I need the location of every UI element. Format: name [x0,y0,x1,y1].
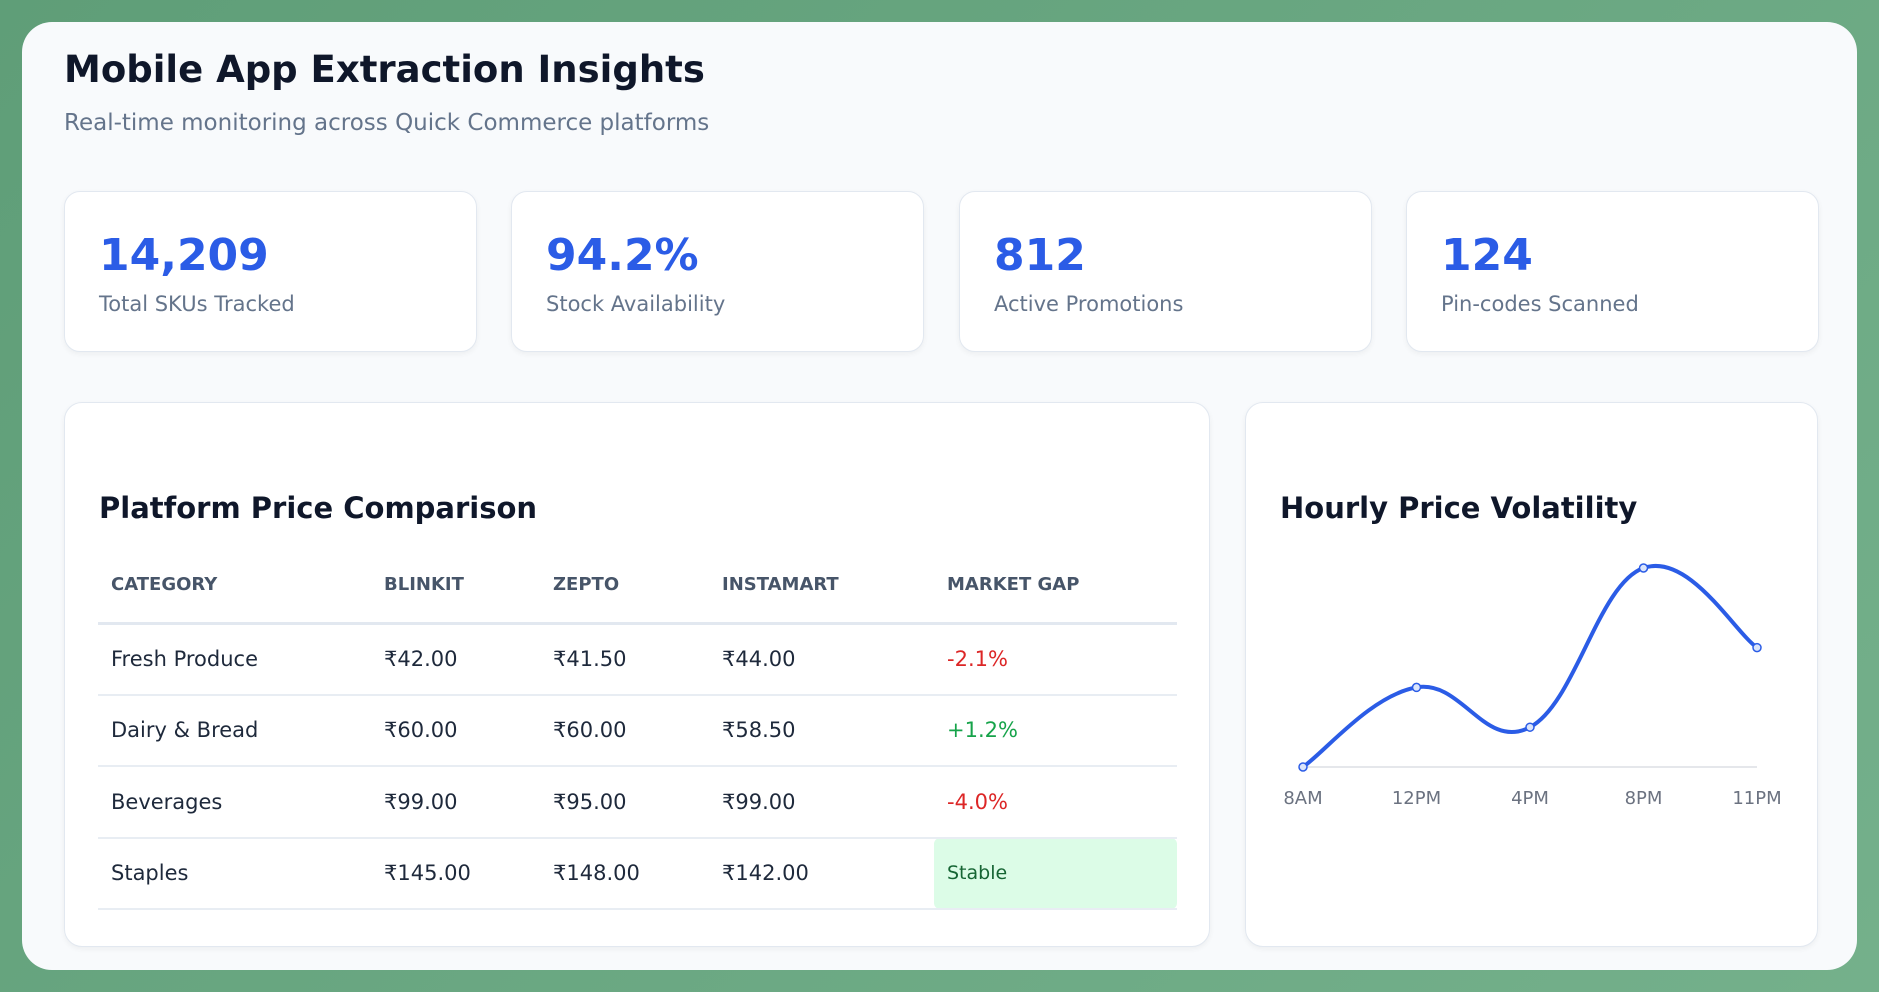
table-cell: ₹60.00 [540,694,709,767]
table-row: Dairy & Bread ₹60.00 ₹60.00 ₹58.50 +1.2% [98,694,1177,767]
data-point [1638,563,1649,573]
price-comparison-panel: Platform Price Comparison CATEGORY BLINK… [64,402,1210,947]
x-tick-label: 4PM [1511,788,1549,809]
line-chart: 8AM 12PM 4PM 8PM 11PM [1283,563,1782,809]
chart-title: Hourly Price Volatility [1280,491,1638,525]
page-title: Mobile App Extraction Insights [64,48,705,91]
table-row: Beverages ₹99.00 ₹95.00 ₹99.00 -4.0% [98,766,1177,839]
table-cell: ₹95.00 [540,766,709,839]
market-gap-cell: +1.2% [934,694,1177,767]
table-row: Fresh Produce ₹42.00 ₹41.50 ₹44.00 -2.1% [98,623,1177,696]
column-header: INSTAMART [709,548,934,625]
market-gap-cell: -2.1% [934,623,1177,696]
table-cell: Fresh Produce [98,623,371,696]
stat-value: 812 [994,230,1086,281]
price-table: CATEGORY BLINKIT ZEPTO INSTAMART MARKET … [98,548,1177,910]
stat-label: Active Promotions [994,292,1184,316]
x-tick-label: 8AM [1283,788,1322,809]
stat-card-pincodes: 124 Pin-codes Scanned [1406,191,1819,352]
stat-value: 14,209 [99,230,269,281]
table-cell: ₹99.00 [709,766,934,839]
data-point [1752,642,1762,653]
volatility-chart-panel: Hourly Price Volatility 8AM 12PM 4PM 8PM 11P… [1245,402,1818,947]
stat-card-promotions: 812 Active Promotions [959,191,1372,352]
data-point [1525,722,1535,732]
table-cell: Staples [98,837,371,910]
column-header: CATEGORY [98,548,371,625]
x-tick-label: 11PM [1732,788,1781,809]
stat-label: Stock Availability [546,292,726,316]
table-row: Staples ₹145.00 ₹148.00 ₹142.00 Stable [98,837,1177,910]
stat-label: Pin-codes Scanned [1441,292,1639,316]
stat-label: Total SKUs Tracked [99,292,295,316]
page-subtitle: Real-time monitoring across Quick Commer… [64,110,710,136]
column-header: BLINKIT [371,548,540,625]
table-cell: ₹99.00 [371,766,540,839]
table-cell: ₹142.00 [709,837,934,910]
data-point [1411,682,1422,693]
data-point [1298,762,1308,772]
table-cell: Beverages [98,766,371,839]
stat-card-skus: 14,209 Total SKUs Tracked [64,191,477,352]
table-cell: ₹148.00 [540,837,709,910]
table-cell: ₹44.00 [709,623,934,696]
x-tick-label: 12PM [1392,788,1441,809]
dashboard-card: Mobile App Extraction Insights Real-time… [22,22,1857,970]
panel-title: Platform Price Comparison [99,491,538,525]
column-header: ZEPTO [540,548,709,625]
table-cell: ₹42.00 [371,623,540,696]
column-header: MARKET GAP [934,548,1177,625]
table-cell: Dairy & Bread [98,694,371,767]
table-cell: ₹145.00 [371,837,540,910]
table-cell: ₹60.00 [371,694,540,767]
table-cell: ₹58.50 [709,694,934,767]
stat-value: 124 [1441,230,1533,281]
stat-value: 94.2% [546,230,699,281]
market-gap-cell: Stable [934,837,1177,910]
series-line [1301,563,1759,769]
stat-card-stock: 94.2% Stock Availability [511,191,924,352]
table-cell: ₹41.50 [540,623,709,696]
x-tick-label: 8PM [1625,788,1663,809]
market-gap-cell: -4.0% [934,766,1177,839]
